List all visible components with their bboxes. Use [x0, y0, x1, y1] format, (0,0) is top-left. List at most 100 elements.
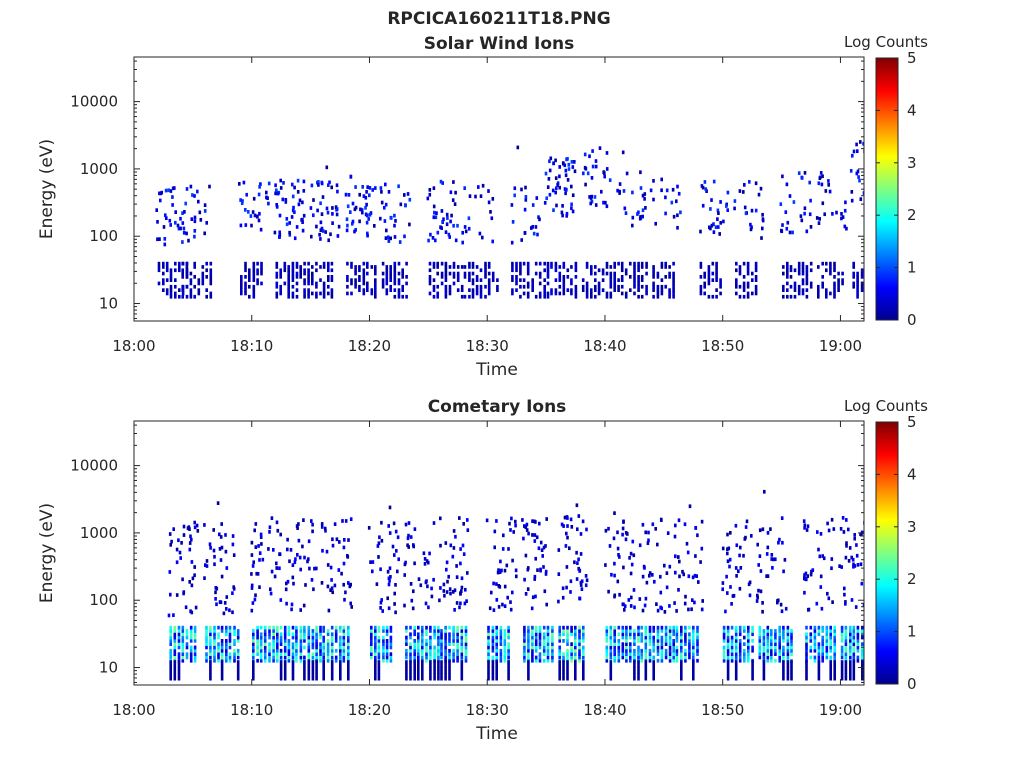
heatmap-cell [413, 648, 416, 653]
heatmap-cell [841, 278, 844, 282]
heatmap-cell [672, 278, 675, 282]
heatmap-cell [344, 590, 347, 595]
heatmap-cell [217, 635, 220, 640]
heatmap-cell [656, 642, 660, 646]
heatmap-cell [236, 670, 240, 674]
heatmap-cell [511, 291, 514, 296]
heatmap-cell [374, 670, 377, 674]
heatmap-cell [652, 197, 655, 202]
heatmap-cell [711, 278, 715, 282]
heatmap-cell [428, 275, 432, 279]
heatmap-cell [240, 291, 243, 296]
heatmap-cell [252, 645, 255, 650]
heatmap-cell [440, 670, 443, 674]
heatmap-cell [169, 291, 173, 296]
heatmap-cell [585, 288, 589, 292]
heatmap-cell [275, 281, 279, 286]
heatmap-cell [782, 284, 785, 289]
heatmap-cell [295, 639, 298, 643]
heatmap-cell [474, 194, 477, 199]
heatmap-cell [370, 265, 374, 269]
heatmap-cell [563, 187, 567, 191]
heatmap-cell [656, 632, 660, 637]
heatmap-cell [185, 645, 189, 650]
heatmap-cell [748, 580, 752, 585]
heatmap-cell [330, 673, 334, 678]
heatmap-cell [844, 632, 848, 637]
heatmap-cell [299, 275, 302, 279]
heatmap-cell [574, 268, 578, 273]
heatmap-cell [590, 291, 593, 296]
heatmap-cell [735, 574, 738, 578]
heatmap-cell [275, 566, 278, 570]
heatmap-cell [522, 278, 526, 282]
heatmap-cell [425, 629, 428, 633]
heatmap-cell [774, 652, 777, 656]
heatmap-cell [322, 291, 326, 296]
heatmap-cell [425, 625, 428, 630]
heatmap-cell [656, 635, 660, 640]
heatmap-cell [613, 271, 616, 276]
heatmap-cell [840, 565, 843, 569]
heatmap-cell [491, 629, 495, 633]
heatmap-cell [437, 632, 440, 637]
heatmap-cell [797, 265, 801, 269]
heatmap-cell [778, 642, 781, 646]
solar-wind-plot-area [134, 57, 864, 321]
heatmap-cell [171, 195, 174, 199]
heatmap-cell [263, 642, 267, 646]
heatmap-cell [225, 645, 228, 650]
heatmap-cell [370, 288, 374, 292]
heatmap-cell [758, 652, 762, 656]
heatmap-cell [680, 625, 683, 630]
heatmap-cell [782, 632, 785, 637]
heatmap-cell [638, 597, 642, 601]
heatmap-cell [291, 632, 295, 637]
heatmap-cell [437, 660, 440, 664]
heatmap-cell [808, 180, 811, 185]
heatmap-cell [527, 660, 530, 664]
heatmap-cell [534, 594, 537, 599]
heatmap-cell [570, 288, 573, 292]
heatmap-cell [362, 291, 366, 296]
heatmap-cell [495, 582, 498, 586]
heatmap-cell [236, 660, 240, 664]
heatmap-cell [244, 288, 247, 292]
heatmap-cell [429, 655, 432, 660]
heatmap-cell [259, 635, 263, 640]
heatmap-cell [840, 648, 844, 653]
heatmap-cell [311, 291, 314, 296]
heatmap-cell [326, 210, 330, 215]
heatmap-cell [432, 204, 436, 209]
heatmap-cell [643, 603, 647, 608]
heatmap-cell [349, 517, 353, 521]
heatmap-cell [284, 587, 288, 592]
heatmap-cell [770, 655, 773, 660]
heatmap-cell [585, 281, 589, 286]
heatmap-cell [867, 541, 870, 545]
heatmap-cell [350, 265, 353, 269]
heatmap-cell [833, 639, 836, 643]
heatmap-cell [840, 663, 844, 668]
heatmap-cell [496, 284, 499, 289]
heatmap-cell [437, 663, 440, 668]
heatmap-cell [844, 639, 848, 643]
heatmap-cell [353, 207, 357, 212]
heatmap-cell [578, 625, 581, 630]
heatmap-cell [507, 666, 510, 671]
heatmap-cell [322, 642, 325, 646]
heatmap-cell [342, 642, 346, 646]
heatmap-cell [652, 179, 655, 183]
heatmap-cell [190, 217, 194, 221]
heatmap-cell [395, 549, 398, 553]
heatmap-cell [629, 648, 632, 653]
heatmap-cell [421, 660, 424, 664]
heatmap-cell [856, 642, 860, 646]
heatmap-cell [393, 213, 396, 218]
heatmap-cell [440, 271, 444, 276]
heatmap-cell [165, 265, 169, 269]
heatmap-cell [421, 670, 424, 674]
heatmap-cell [742, 294, 746, 299]
heatmap-cell [825, 268, 828, 273]
heatmap-cell [829, 648, 832, 653]
